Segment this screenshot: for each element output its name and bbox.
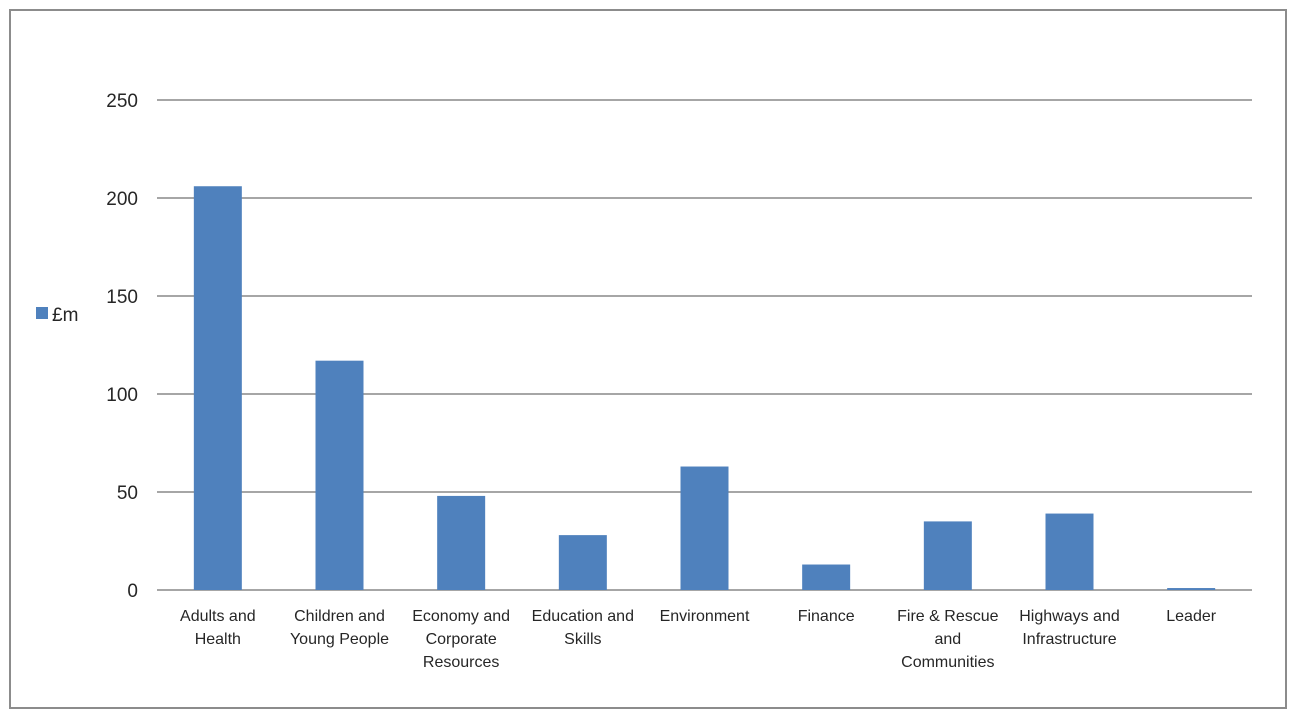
y-axis-ticks: 0 50 100 150 200 250	[106, 91, 138, 602]
bar	[802, 564, 851, 590]
bar-chart: 0 50 100 150 200 250 Adults and Health Children…	[36, 91, 1252, 671]
x-tick-label-line: Leader	[1166, 608, 1216, 625]
x-tick-label: Leader	[1166, 608, 1216, 625]
x-tick-label-line: Finance	[798, 608, 855, 625]
x-tick-label-line: Skills	[564, 631, 601, 648]
x-tick-label-line: Corporate	[426, 631, 497, 648]
x-tick-label: Economy and Corporate Resources	[412, 608, 510, 671]
x-tick-label-line: Infrastructure	[1022, 631, 1116, 648]
bar	[558, 535, 607, 590]
x-tick-label: Adults and Health	[180, 608, 256, 648]
x-tick-label: Finance	[798, 608, 855, 625]
x-axis-labels: Adults and Health Children and Young People…	[180, 608, 1217, 671]
y-tick-label: 50	[117, 483, 138, 504]
x-tick-label-line: Communities	[901, 654, 994, 671]
bar	[315, 360, 364, 590]
y-tick-label: 250	[106, 91, 138, 112]
legend: £m	[36, 305, 78, 326]
x-tick-label: Highways and Infrastructure	[1019, 608, 1120, 648]
y-tick-label: 100	[106, 385, 138, 406]
x-tick-label-line: Highways and	[1019, 608, 1120, 625]
x-tick-label-line: Adults and	[180, 608, 256, 625]
bar	[1167, 588, 1216, 590]
bar	[680, 466, 729, 590]
bar	[923, 521, 972, 590]
x-tick-label-line: Resources	[423, 654, 499, 671]
y-tick-label: 0	[127, 581, 138, 602]
x-tick-label-line: Education and	[532, 608, 634, 625]
x-tick-label: Children and Young People	[290, 608, 389, 648]
legend-swatch	[36, 307, 48, 319]
x-tick-label-line: Health	[195, 631, 241, 648]
x-tick-label-line: and	[934, 631, 961, 648]
x-tick-label: Fire & Rescue and Communities	[897, 608, 998, 671]
x-tick-label-line: Young People	[290, 631, 389, 648]
legend-label: £m	[52, 305, 78, 326]
bar	[1045, 513, 1094, 590]
y-tick-label: 200	[106, 189, 138, 210]
bar	[193, 186, 242, 591]
x-tick-label-line: Fire & Rescue	[897, 608, 998, 625]
x-tick-label: Environment	[660, 608, 750, 625]
x-tick-label-line: Environment	[660, 608, 750, 625]
x-tick-label: Education and Skills	[532, 608, 634, 648]
y-tick-label: 150	[106, 287, 138, 308]
x-tick-label-line: Children and	[294, 608, 385, 625]
x-tick-label-line: Economy and	[412, 608, 510, 625]
bars	[193, 186, 1216, 591]
bar	[437, 495, 486, 590]
